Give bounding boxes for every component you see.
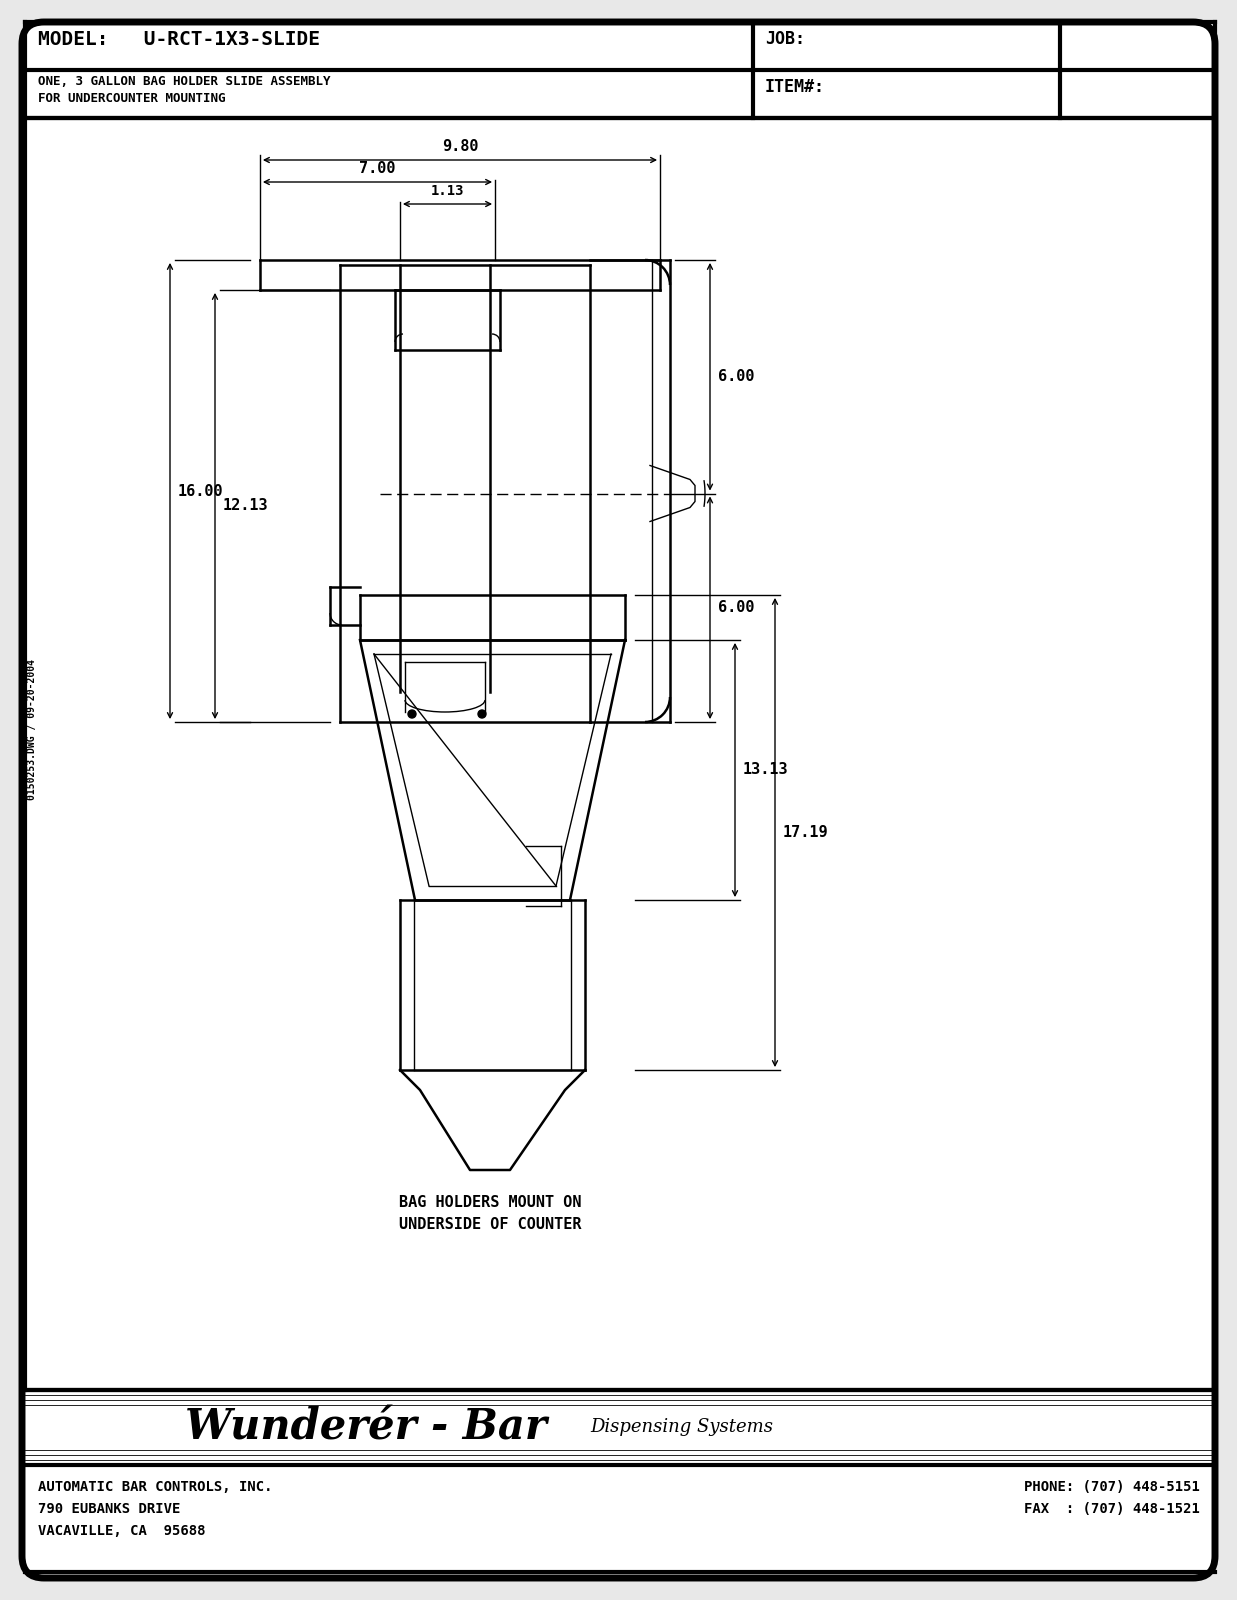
Text: 16.00: 16.00 [178,483,224,499]
Text: 17.19: 17.19 [783,826,829,840]
Text: FAX  : (707) 448-1521: FAX : (707) 448-1521 [1024,1502,1200,1517]
Text: BAG HOLDERS MOUNT ON: BAG HOLDERS MOUNT ON [398,1195,581,1210]
Circle shape [408,710,416,718]
Text: Wunderér - Bar: Wunderér - Bar [186,1406,547,1448]
Text: 0150253.DWG / 09-20-2004: 0150253.DWG / 09-20-2004 [27,659,37,800]
Text: MODEL:   U-RCT-1X3-SLIDE: MODEL: U-RCT-1X3-SLIDE [38,30,320,50]
Text: ITEM#:: ITEM#: [764,78,825,96]
Text: 7.00: 7.00 [359,162,396,176]
FancyBboxPatch shape [22,22,1215,1578]
Text: JOB:: JOB: [764,30,805,48]
Text: 6.00: 6.00 [717,600,755,616]
Text: UNDERSIDE OF COUNTER: UNDERSIDE OF COUNTER [398,1218,581,1232]
Text: 6.00: 6.00 [717,370,755,384]
Circle shape [477,710,486,718]
Text: 9.80: 9.80 [442,139,479,154]
Text: FOR UNDERCOUNTER MOUNTING: FOR UNDERCOUNTER MOUNTING [38,91,225,106]
Text: 1.13: 1.13 [430,184,464,198]
Text: 790 EUBANKS DRIVE: 790 EUBANKS DRIVE [38,1502,181,1517]
Text: ONE, 3 GALLON BAG HOLDER SLIDE ASSEMBLY: ONE, 3 GALLON BAG HOLDER SLIDE ASSEMBLY [38,75,330,88]
Text: 12.13: 12.13 [223,499,268,514]
Text: VACAVILLE, CA  95688: VACAVILLE, CA 95688 [38,1523,205,1538]
Text: AUTOMATIC BAR CONTROLS, INC.: AUTOMATIC BAR CONTROLS, INC. [38,1480,272,1494]
Text: Dispensing Systems: Dispensing Systems [590,1419,773,1437]
Text: 13.13: 13.13 [743,763,789,778]
Text: PHONE: (707) 448-5151: PHONE: (707) 448-5151 [1024,1480,1200,1494]
